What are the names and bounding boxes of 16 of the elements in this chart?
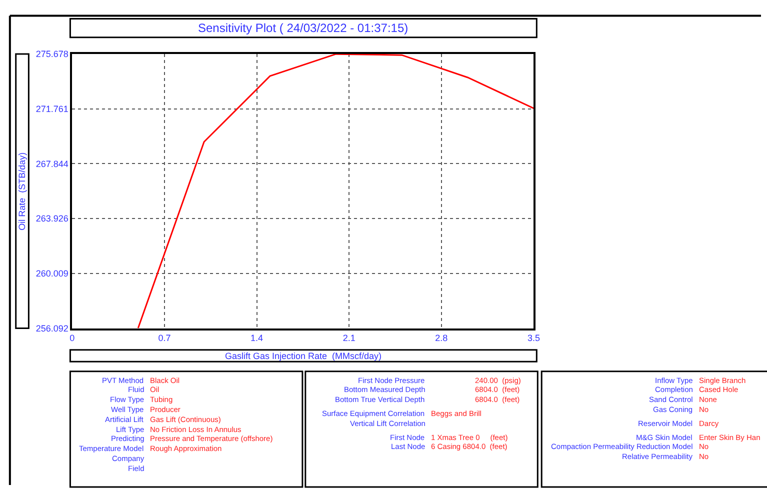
y-axis-title: Oil Rate (STB/day) bbox=[17, 152, 28, 230]
y-tick-label: 271.761 bbox=[36, 104, 68, 114]
y-tick-label: 260.009 bbox=[36, 268, 68, 279]
x-tick-label: 2.1 bbox=[342, 333, 356, 344]
x-tick-label: 1.4 bbox=[250, 333, 264, 344]
x-tick-label: 0.7 bbox=[158, 333, 171, 344]
x-tick-label: 2.8 bbox=[435, 333, 448, 344]
line-series bbox=[137, 54, 534, 328]
y-tick-label: 275.678 bbox=[36, 49, 68, 60]
y-tick-label: 263.926 bbox=[36, 214, 68, 224]
x-tick-label: 0 bbox=[70, 333, 75, 344]
chart-title: Sensitivity Plot ( 24/03/2022 - 01:37:15) bbox=[198, 21, 408, 35]
y-tick-label: 256.092 bbox=[36, 323, 68, 334]
y-tick-label: 267.844 bbox=[36, 158, 68, 169]
x-axis-title: Gaslift Gas Injection Rate (MMscf/day) bbox=[225, 351, 382, 361]
x-tick-label: 3.5 bbox=[527, 333, 540, 344]
